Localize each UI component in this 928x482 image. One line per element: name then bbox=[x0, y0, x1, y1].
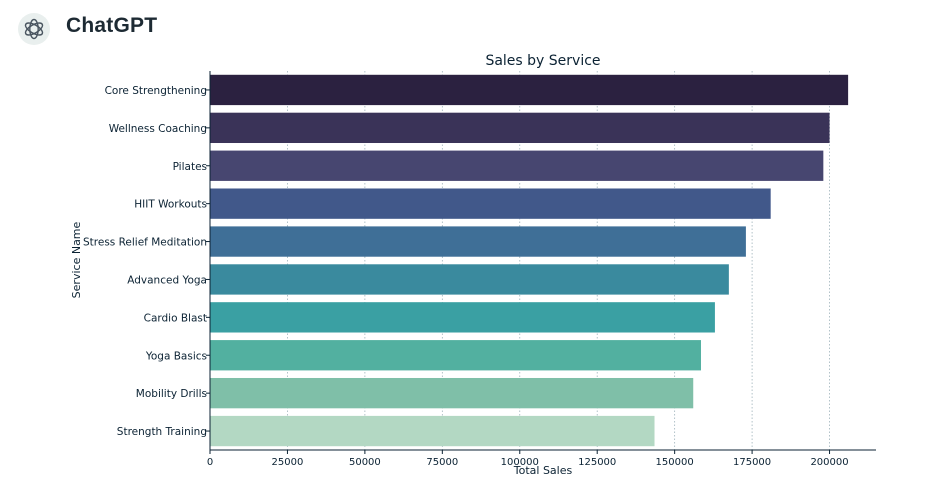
x-tick-label: 200000 bbox=[810, 457, 848, 468]
x-tick-label: 175000 bbox=[733, 457, 771, 468]
bar bbox=[210, 150, 824, 181]
y-tick-label: Core Strengthening bbox=[105, 85, 207, 97]
y-tick-label: Wellness Coaching bbox=[109, 123, 207, 135]
y-axis-label: Service Name bbox=[70, 221, 83, 298]
y-tick-label: Cardio Blast bbox=[144, 312, 207, 324]
x-tick-label: 100000 bbox=[501, 457, 539, 468]
y-tick-label: Stress Relief Meditation bbox=[83, 237, 207, 249]
bar bbox=[210, 302, 715, 333]
bar bbox=[210, 415, 655, 447]
x-tick-label: 75000 bbox=[426, 457, 458, 468]
y-tick-label: Advanced Yoga bbox=[127, 274, 207, 286]
y-tick-label: HIIT Workouts bbox=[134, 199, 207, 211]
y-tick-label: Strength Training bbox=[117, 426, 207, 438]
bar bbox=[210, 112, 830, 144]
bar bbox=[210, 377, 694, 409]
x-tick-labels: 0 25000 50000 75000 100000 125000 150000 175000… bbox=[207, 450, 849, 468]
bar bbox=[210, 264, 729, 295]
x-tick-label: 50000 bbox=[349, 457, 381, 468]
y-tick-label: Yoga Basics bbox=[145, 350, 207, 362]
bar bbox=[210, 340, 701, 371]
x-tick-label: 150000 bbox=[656, 457, 694, 468]
chart-title: Sales by Service bbox=[485, 53, 600, 69]
bar bbox=[210, 74, 849, 106]
app-title: ChatGPT bbox=[66, 14, 158, 37]
bar bbox=[210, 188, 771, 219]
y-tick-label: Pilates bbox=[173, 161, 207, 173]
x-axis-label: Total Sales bbox=[513, 464, 573, 477]
y-tick-label: Mobility Drills bbox=[136, 388, 207, 400]
x-tick-label: 25000 bbox=[272, 457, 304, 468]
app-header: ChatGPT bbox=[0, 0, 928, 56]
openai-logo-icon bbox=[18, 13, 50, 45]
bars bbox=[210, 74, 849, 447]
x-tick-label: 125000 bbox=[578, 457, 616, 468]
bar bbox=[210, 226, 746, 257]
y-tick-labels: Core Strengthening Wellness Coaching Pilat… bbox=[83, 85, 210, 438]
x-tick-label: 0 bbox=[207, 457, 213, 468]
